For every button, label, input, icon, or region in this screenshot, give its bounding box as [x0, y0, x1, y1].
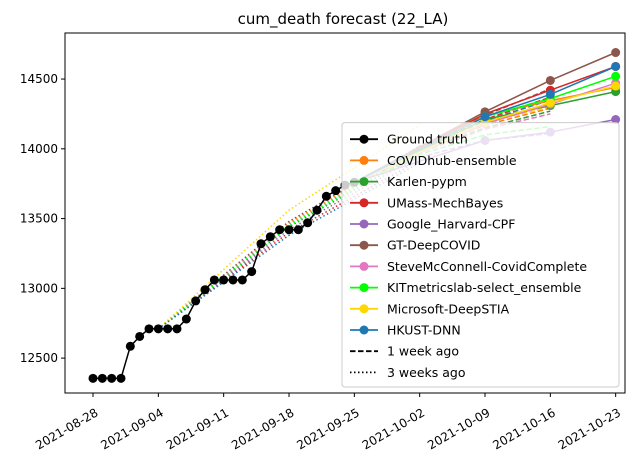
ground-truth-point-21	[284, 225, 294, 235]
legend-marker-4	[359, 219, 369, 229]
ground-truth-point-3	[116, 373, 126, 383]
legend-label-4: Google_Harvard-CPF	[387, 217, 515, 232]
y-tick-label-3: 14000	[20, 142, 58, 156]
ground-truth-point-22	[293, 225, 303, 235]
ground-truth-point-11	[191, 296, 201, 306]
y-tick-label-2: 13500	[20, 212, 58, 226]
legend-label-0: Ground truth	[387, 132, 468, 147]
ground-truth-point-13	[209, 275, 219, 285]
series-point-3-2	[611, 115, 621, 125]
series-1wk-line-8	[381, 99, 551, 172]
series-point-7-1	[545, 98, 555, 108]
ground-truth-point-14	[219, 275, 229, 285]
series-1wk-line-0	[381, 107, 551, 174]
legend-marker-7	[359, 283, 369, 293]
legend-marker-5	[359, 240, 369, 250]
ground-truth-point-18	[256, 239, 266, 249]
y-tick-label-0: 12500	[20, 351, 58, 365]
legend-marker-3	[359, 198, 369, 208]
x-tick-label-7: 2021-10-16	[490, 405, 557, 452]
legend: Ground truth COVIDhub-ensemble Karlen-pypm…	[341, 122, 620, 388]
series-point-6-2	[611, 71, 621, 81]
legend-label-6: SteveMcConnell-CovidComplete	[387, 259, 587, 274]
ground-truth-point-15	[228, 275, 238, 285]
legend-marker-0	[359, 134, 369, 144]
legend-label-2: Karlen-pypm	[387, 174, 467, 189]
legend-marker-9	[359, 325, 369, 335]
series-point-8-1	[545, 89, 555, 99]
ground-truth-point-20	[275, 225, 285, 235]
legend-label-7: KITmetricslab-select_ensemble	[387, 280, 582, 295]
x-tick-label-5: 2021-10-02	[360, 405, 427, 452]
legend-box	[341, 122, 620, 388]
chart-title: cum_death forecast (22_LA)	[238, 10, 449, 29]
ground-truth-point-16	[237, 275, 247, 285]
legend-label-11: 3 weeks ago	[387, 365, 466, 380]
ground-truth-point-26	[331, 186, 341, 196]
ground-truth-point-4	[125, 341, 135, 351]
ground-truth-point-0	[88, 373, 98, 383]
legend-label-5: GT-DeepCOVID	[387, 238, 480, 253]
ground-truth-point-25	[321, 191, 331, 201]
x-tick-label-2: 2021-09-11	[164, 405, 231, 452]
ground-truth-point-24	[312, 205, 322, 215]
legend-marker-1	[359, 155, 369, 165]
x-tick-label-0: 2021-08-28	[33, 405, 100, 452]
ground-truth-point-23	[303, 218, 313, 228]
ground-truth-point-8	[163, 324, 173, 334]
legend-label-1: COVIDhub-ensemble	[387, 153, 517, 168]
x-tick-label-6: 2021-10-09	[425, 405, 492, 452]
series-point-8-2	[611, 61, 621, 71]
legend-marker-2	[359, 177, 369, 187]
x-tick-label-4: 2021-09-25	[294, 405, 361, 452]
ground-truth-point-17	[247, 267, 257, 277]
legend-label-9: HKUST-DNN	[387, 323, 461, 338]
x-tick-label-8: 2021-10-23	[556, 405, 623, 452]
ground-truth-point-12	[200, 285, 210, 295]
ground-truth-point-5	[135, 331, 145, 341]
y-tick-label-1: 13000	[20, 281, 58, 295]
x-tick-label-1: 2021-09-04	[98, 405, 165, 452]
series-point-4-1	[545, 75, 555, 85]
series-point-8-0	[480, 112, 490, 122]
ground-truth-point-19	[265, 232, 275, 242]
legend-label-3: UMass-MechBayes	[387, 195, 503, 210]
axes-frame	[64, 32, 626, 394]
legend-marker-6	[359, 261, 369, 271]
series-point-7-2	[611, 81, 621, 91]
legend-marker-8	[359, 304, 369, 314]
legend-label-10: 1 week ago	[387, 344, 459, 359]
ground-truth-point-10	[181, 314, 191, 324]
ground-truth-point-6	[144, 324, 154, 334]
y-tick-label-4: 14500	[20, 72, 58, 86]
legend-label-8: Microsoft-DeepSTIA	[387, 301, 510, 316]
ground-truth-point-9	[172, 324, 182, 334]
series-point-4-2	[611, 48, 621, 58]
x-tick-label-3: 2021-09-18	[229, 405, 296, 452]
ground-truth-point-7	[153, 324, 163, 334]
ground-truth-point-2	[107, 373, 117, 383]
ground-truth-point-1	[97, 373, 107, 383]
